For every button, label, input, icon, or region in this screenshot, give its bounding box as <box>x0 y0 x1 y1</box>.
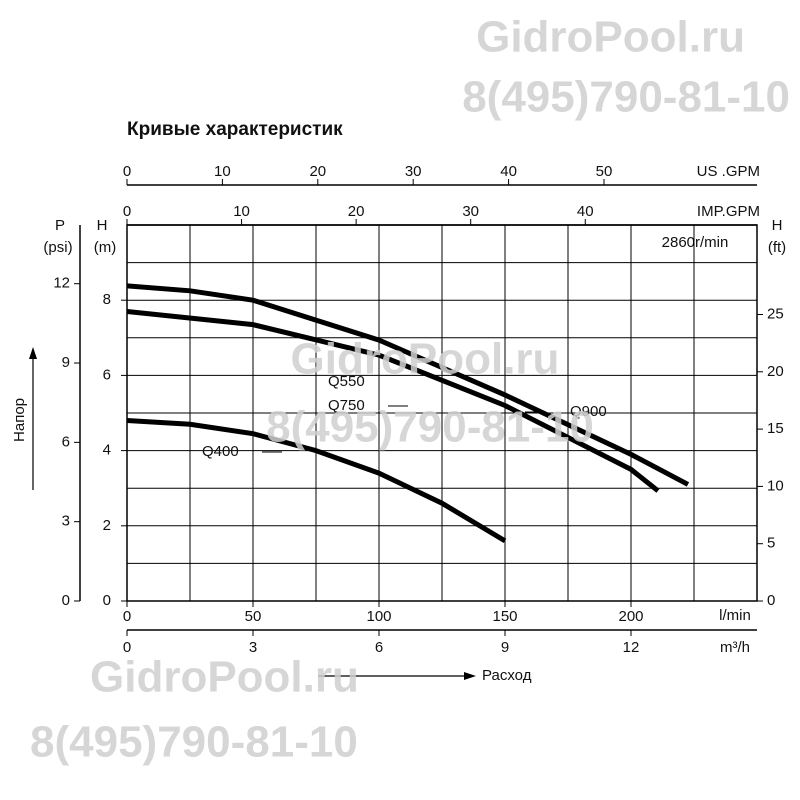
curve-label: Q900 <box>570 403 607 420</box>
x-tick-label: 50 <box>245 608 262 625</box>
tick-label: 6 <box>62 433 70 450</box>
tick-label: 5 <box>767 535 775 552</box>
tick-label: 6 <box>375 639 383 656</box>
tick-label: 30 <box>405 163 422 180</box>
axis-label: US .GPM <box>697 163 760 180</box>
watermark: GidroPool.ru <box>90 653 359 702</box>
y-tick-label: 6 <box>103 366 111 383</box>
watermark: GidroPool.ru <box>476 13 745 62</box>
arrow-head <box>464 672 476 680</box>
x-tick-label: 100 <box>366 608 391 625</box>
tick-label: 10 <box>767 477 784 494</box>
tick-label: 0 <box>123 203 131 220</box>
y-tick-label: 8 <box>103 291 111 308</box>
y-axis-title: Напор <box>11 398 28 442</box>
chart-title: Кривые характеристик <box>127 119 343 140</box>
curve <box>126 308 660 493</box>
tick-label: 0 <box>123 163 131 180</box>
tick-label: 0 <box>767 592 775 609</box>
axis-label: m³/h <box>720 639 750 656</box>
watermark: 8(495)790-81-10 <box>30 718 358 767</box>
x-tick-label: 0 <box>123 608 131 625</box>
tick-label: 30 <box>462 203 479 220</box>
axis-label: H <box>772 217 783 234</box>
tick-label: 25 <box>767 305 784 322</box>
tick-label: 12 <box>53 275 70 292</box>
watermark: 8(495)790-81-10 <box>266 403 594 452</box>
tick-label: 40 <box>500 163 517 180</box>
speed-label: 2860r/min <box>662 234 729 251</box>
tick-label: 0 <box>123 639 131 656</box>
x-tick-label: 150 <box>492 608 517 625</box>
arrow-head <box>29 347 37 359</box>
tick-label: 9 <box>501 639 509 656</box>
tick-label: 9 <box>62 354 70 371</box>
axis-label: IMP.GPM <box>697 203 760 220</box>
tick-label: 0 <box>62 592 70 609</box>
tick-label: 40 <box>577 203 594 220</box>
y-axis-unit: (m) <box>94 239 117 256</box>
x-tick-label: 200 <box>618 608 643 625</box>
curve <box>126 283 690 487</box>
y-tick-label: 2 <box>103 517 111 534</box>
watermark: GidroPool.ru <box>291 335 560 384</box>
axis-unit: (psi) <box>43 239 72 256</box>
axis-label: P <box>55 217 65 234</box>
axis-unit: (ft) <box>768 239 786 256</box>
x-axis-title: Расход <box>482 667 532 684</box>
annotation: Q550 <box>328 373 365 390</box>
x-axis-label: l/min <box>719 607 751 624</box>
tick-label: 20 <box>348 203 365 220</box>
tick-label: 15 <box>767 420 784 437</box>
tick-label: 10 <box>233 203 250 220</box>
y-axis-label: H <box>97 217 108 234</box>
tick-label: 20 <box>767 363 784 380</box>
curve <box>126 418 507 543</box>
tick-label: 50 <box>596 163 613 180</box>
tick-label: 12 <box>623 639 640 656</box>
y-tick-label: 0 <box>103 592 111 609</box>
watermark: 8(495)790-81-10 <box>462 73 790 122</box>
tick-label: 20 <box>309 163 326 180</box>
tick-label: 3 <box>249 639 257 656</box>
tick-label: 3 <box>62 513 70 530</box>
y-tick-label: 4 <box>103 442 111 459</box>
curve-label: Q400 <box>202 443 239 460</box>
curve-label: Q750 <box>328 397 365 414</box>
tick-label: 10 <box>214 163 231 180</box>
